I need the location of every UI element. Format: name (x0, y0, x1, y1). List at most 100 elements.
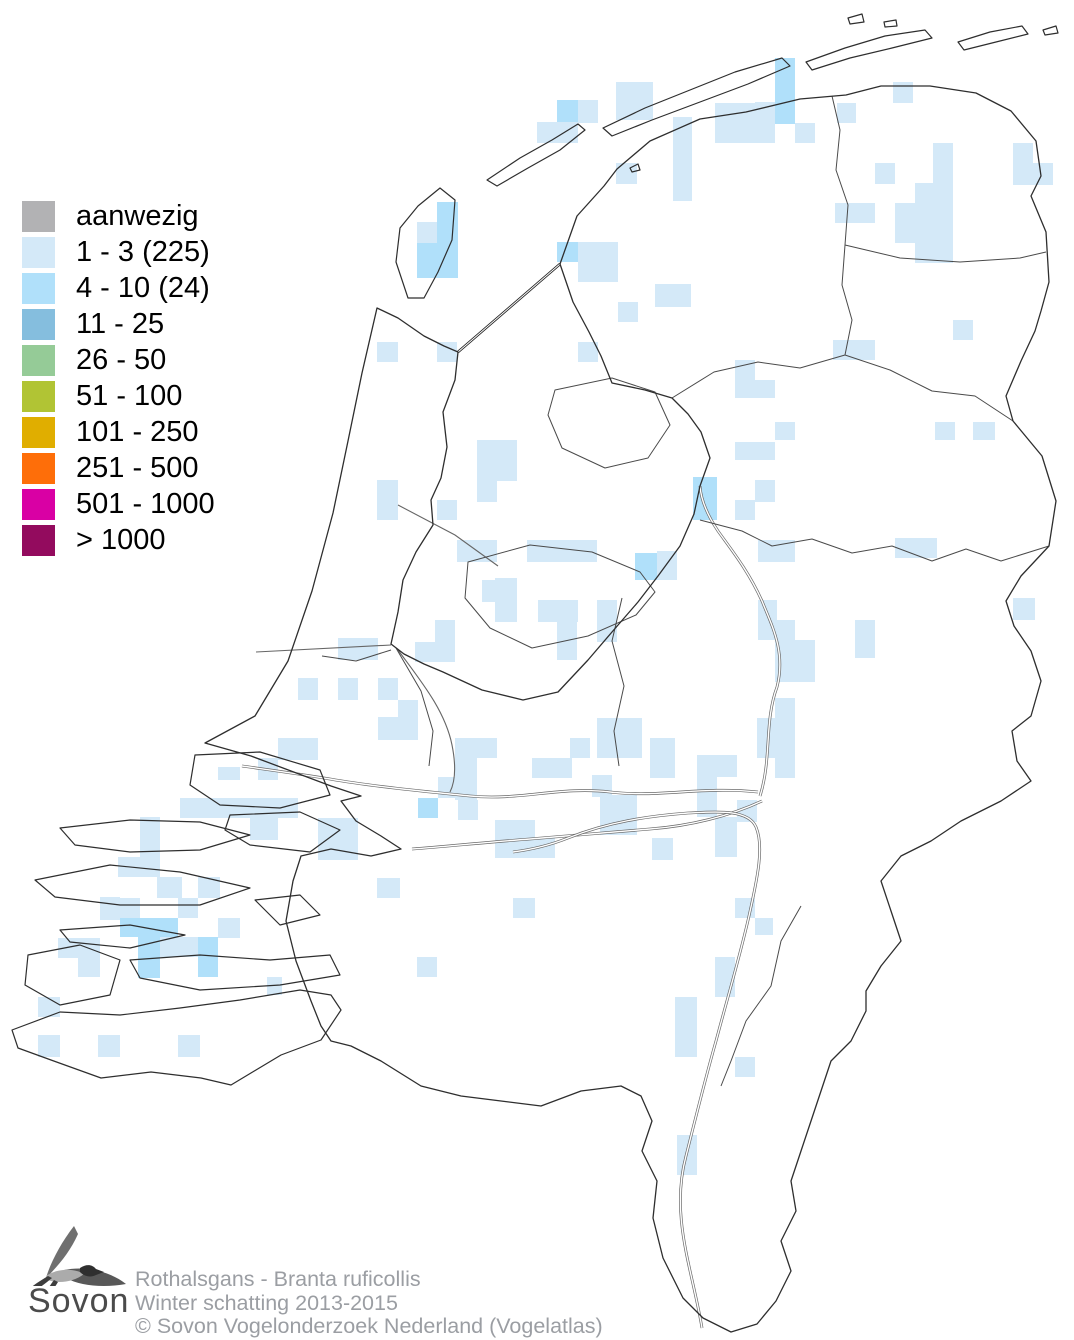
dikes (397, 263, 561, 567)
grid-cell (417, 243, 437, 278)
grid-cell (715, 103, 775, 143)
grid-cell (532, 758, 572, 778)
grid-cell (1033, 163, 1053, 185)
legend-color-swatch (22, 452, 55, 484)
grid-cell (417, 222, 437, 243)
legend-item: 51 - 100 (22, 378, 215, 414)
grid-cell (458, 800, 478, 820)
grid-cell (435, 620, 455, 642)
grid-cell (140, 817, 160, 877)
legend-label: 11 - 25 (76, 307, 165, 340)
legend-item: 11 - 25 (22, 306, 215, 342)
grid-cell (527, 540, 597, 562)
grid-cell (120, 918, 178, 937)
rivers (241, 485, 782, 1329)
grid-cell (418, 798, 438, 818)
grid-cell (735, 360, 755, 380)
country-outline (204, 85, 1057, 1333)
delta-islands (11, 751, 342, 1086)
legend-item: 251 - 500 (22, 450, 215, 486)
grid-cell (160, 937, 178, 957)
grid-cell (655, 284, 691, 307)
grid-cell (338, 638, 378, 660)
grid-cell (218, 767, 240, 780)
grid-cell (437, 342, 457, 362)
occurrence-squares (38, 58, 1053, 1175)
grid-cell (657, 551, 677, 580)
grid-cell (477, 738, 497, 758)
grid-cell (178, 937, 198, 957)
grid-cell (735, 1057, 755, 1077)
grid-cell (915, 183, 953, 203)
legend-color-swatch (22, 344, 55, 376)
grid-cell (398, 700, 418, 740)
grid-cell (697, 777, 717, 817)
legend-item: 26 - 50 (22, 342, 215, 378)
grid-cell (775, 422, 795, 440)
grid-cell (437, 202, 458, 278)
legend-label: 251 - 500 (76, 451, 199, 484)
grid-cell (635, 553, 657, 580)
grid-cell (120, 898, 140, 918)
grid-cell (437, 500, 457, 520)
grid-cell (198, 877, 220, 898)
grid-cell (58, 938, 100, 958)
grid-cell (673, 117, 692, 201)
grid-cell (218, 918, 240, 938)
grid-cell (537, 122, 578, 143)
grid-cell (415, 642, 455, 662)
grid-cell (953, 320, 973, 340)
grid-cell (278, 738, 318, 760)
grid-cell (378, 717, 398, 740)
legend-item: 501 - 1000 (22, 486, 215, 522)
grid-cell (1013, 143, 1033, 185)
grid-cell (735, 500, 755, 520)
legend-color-swatch (22, 200, 55, 232)
grid-cell (735, 380, 775, 398)
legend-item: 101 - 250 (22, 414, 215, 450)
grid-cell (597, 718, 642, 758)
grid-cell (38, 1035, 60, 1057)
grid-cell (377, 480, 398, 520)
grid-cell (600, 795, 637, 835)
grid-cell (616, 163, 637, 184)
grid-cell (38, 997, 60, 1017)
grid-cell (973, 422, 995, 440)
sovon-logo-text: Sovon (28, 1282, 130, 1320)
legend-color-swatch (22, 416, 55, 448)
grid-cell (693, 477, 717, 520)
legend-item: 1 - 3 (225) (22, 234, 215, 270)
grid-cell (578, 100, 598, 123)
legend-label: aanwezig (76, 199, 199, 232)
grid-cell (618, 302, 638, 322)
grid-cell (1013, 598, 1035, 620)
grid-cell (157, 877, 182, 898)
grid-cell (895, 538, 937, 558)
grid-cell (592, 775, 612, 797)
legend-color-swatch (22, 524, 55, 556)
grid-cell (198, 937, 218, 977)
grid-cell (378, 678, 398, 700)
grid-cell (455, 738, 477, 800)
grid-cell (715, 817, 737, 857)
legend-label: 1 - 3 (225) (76, 235, 210, 268)
grid-cell (513, 898, 535, 918)
grid-cell (915, 243, 953, 263)
grid-cell (477, 481, 497, 502)
grid-cell (417, 957, 437, 977)
province-borders (321, 95, 1050, 1087)
legend-label: 501 - 1000 (76, 487, 215, 520)
grid-cell (697, 755, 737, 777)
grid-cell (298, 678, 318, 700)
grid-cell (715, 957, 735, 997)
grid-cell (100, 897, 120, 920)
grid-cell (267, 977, 282, 995)
grid-cell (180, 798, 240, 818)
grid-cell (758, 540, 795, 562)
grid-cell (652, 838, 673, 860)
legend-label: 4 - 10 (24) (76, 271, 210, 304)
grid-cell (875, 163, 895, 184)
legend-color-swatch (22, 488, 55, 520)
grid-cell (538, 600, 578, 622)
caption-copyright: © Sovon Vogelonderzoek Nederland (Vogela… (135, 1314, 603, 1338)
